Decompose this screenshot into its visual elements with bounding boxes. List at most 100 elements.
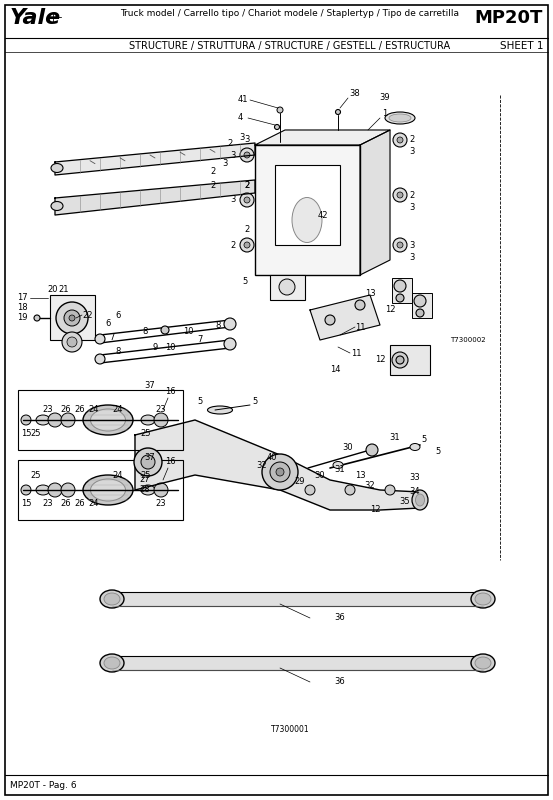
Bar (392, 278, 412, 303)
Text: 2: 2 (210, 181, 216, 190)
Text: 32: 32 (257, 462, 267, 470)
Text: 37: 37 (145, 454, 155, 462)
Circle shape (366, 444, 378, 456)
Circle shape (355, 300, 365, 310)
Text: T7300002: T7300002 (450, 337, 486, 343)
Polygon shape (55, 143, 255, 175)
Text: 3: 3 (409, 147, 415, 157)
Text: 9: 9 (153, 342, 158, 351)
Text: 2: 2 (231, 241, 236, 250)
Circle shape (244, 152, 250, 158)
Text: T7300001: T7300001 (270, 726, 309, 734)
Text: 41: 41 (238, 95, 248, 105)
Ellipse shape (141, 415, 155, 425)
Ellipse shape (471, 654, 495, 672)
Ellipse shape (207, 406, 232, 414)
Text: 30: 30 (343, 443, 353, 453)
Text: 7: 7 (197, 335, 203, 345)
Circle shape (21, 415, 31, 425)
Text: 23: 23 (156, 499, 166, 509)
Text: 23: 23 (43, 406, 53, 414)
Text: 33: 33 (410, 473, 420, 482)
Text: 32: 32 (364, 481, 375, 490)
Text: SHEET 1: SHEET 1 (499, 41, 543, 51)
Text: 30: 30 (315, 470, 325, 479)
Text: 5: 5 (252, 398, 258, 406)
Text: 3: 3 (239, 134, 244, 142)
Circle shape (397, 192, 403, 198)
Circle shape (336, 110, 341, 114)
Text: 25: 25 (141, 430, 152, 438)
Text: 3: 3 (409, 253, 415, 262)
Circle shape (240, 238, 254, 252)
Circle shape (240, 148, 254, 162)
Circle shape (274, 125, 279, 130)
Polygon shape (55, 180, 255, 215)
Polygon shape (360, 130, 390, 275)
Text: 3: 3 (222, 158, 228, 167)
Bar (18, 460, 183, 520)
Text: 31: 31 (390, 433, 400, 442)
Polygon shape (310, 295, 380, 340)
Text: 3: 3 (230, 195, 236, 205)
Text: 12: 12 (375, 355, 385, 365)
Circle shape (95, 354, 105, 364)
Circle shape (396, 356, 404, 364)
Text: 2: 2 (244, 181, 249, 190)
Text: 17: 17 (17, 294, 27, 302)
Text: 3: 3 (409, 241, 415, 250)
Ellipse shape (100, 590, 124, 608)
Text: 16: 16 (165, 458, 175, 466)
Bar (112, 656, 483, 670)
Polygon shape (255, 130, 390, 145)
Circle shape (416, 309, 424, 317)
Circle shape (393, 133, 407, 147)
Text: 35: 35 (400, 498, 410, 506)
Circle shape (393, 238, 407, 252)
Text: 26: 26 (75, 499, 85, 509)
Ellipse shape (36, 485, 50, 495)
Circle shape (392, 352, 408, 368)
Text: 3: 3 (409, 202, 415, 211)
Text: 2: 2 (409, 135, 415, 145)
Ellipse shape (475, 593, 491, 605)
Circle shape (279, 279, 295, 295)
Text: 6: 6 (116, 310, 121, 319)
Circle shape (345, 485, 355, 495)
Bar (275, 165, 340, 245)
Ellipse shape (471, 590, 495, 608)
Text: 5: 5 (421, 435, 426, 445)
Text: 29: 29 (295, 478, 305, 486)
Text: 8: 8 (116, 346, 121, 355)
Text: 42: 42 (318, 210, 328, 219)
Text: 2: 2 (409, 190, 415, 199)
Text: 13: 13 (354, 470, 366, 479)
Circle shape (161, 326, 169, 334)
Circle shape (56, 302, 88, 334)
Circle shape (397, 242, 403, 248)
Circle shape (244, 242, 250, 248)
Circle shape (224, 318, 236, 330)
Text: 10: 10 (182, 327, 193, 337)
Ellipse shape (83, 405, 133, 435)
Text: 24: 24 (113, 406, 123, 414)
Bar (112, 592, 483, 606)
Ellipse shape (51, 163, 63, 173)
Text: 13: 13 (364, 289, 375, 298)
Text: 26: 26 (61, 499, 71, 509)
Circle shape (397, 137, 403, 143)
Text: 10: 10 (165, 342, 175, 351)
Text: 11: 11 (355, 322, 365, 331)
Bar (390, 345, 430, 375)
Text: 21: 21 (59, 286, 69, 294)
Text: 3: 3 (230, 150, 236, 159)
Ellipse shape (333, 462, 343, 469)
Circle shape (224, 338, 236, 350)
Ellipse shape (100, 654, 124, 672)
Circle shape (21, 485, 31, 495)
Text: 7: 7 (109, 333, 114, 342)
Circle shape (325, 315, 335, 325)
Text: 22: 22 (83, 310, 93, 319)
Text: 28: 28 (140, 486, 150, 494)
Circle shape (244, 197, 250, 203)
